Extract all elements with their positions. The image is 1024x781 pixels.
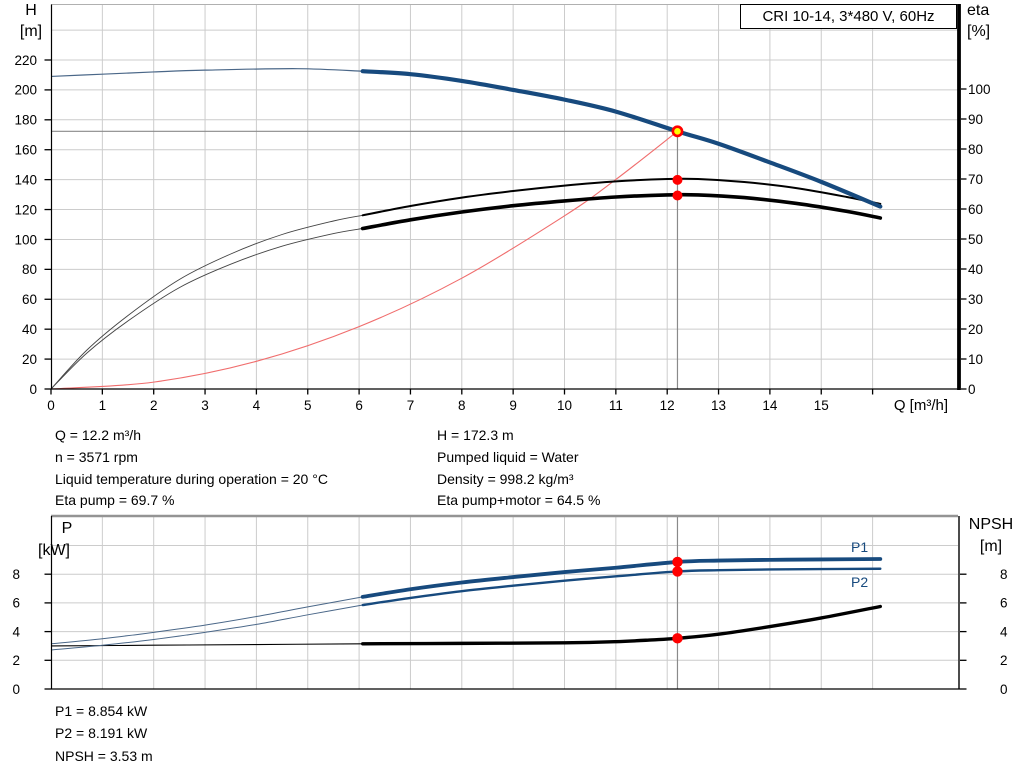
tick-label: 10: [557, 398, 572, 413]
tick-label: 20: [968, 322, 983, 337]
duty-marker-eta-pump-motor[interactable]: [672, 190, 683, 201]
eta-pump-curve-thin: [50, 214, 363, 390]
p2-curve: [361, 567, 882, 607]
tick-label: 80: [22, 262, 37, 277]
tick-label: 140: [14, 172, 37, 187]
p2-curve-thin: [50, 604, 363, 651]
tick-label: 0: [12, 682, 20, 697]
tick-label: 10: [968, 352, 983, 367]
eta-pump-motor-curve: [360, 192, 883, 231]
info-p2: P2 = 8.191 kW: [55, 725, 148, 742]
tick-label: 0: [47, 398, 55, 413]
tick-label: 6: [12, 596, 20, 611]
npsh-axis-unit: [m]: [979, 538, 1003, 555]
tick-label: 12: [660, 398, 675, 413]
tick-label: 60: [968, 202, 983, 217]
tick-label: 6: [355, 398, 363, 413]
tick-label: 4: [253, 398, 261, 413]
info-temp: Liquid temperature during operation = 20…: [55, 470, 328, 487]
tick-label: 120: [14, 202, 37, 217]
info-h: H = 172.3 m: [437, 427, 514, 443]
q-axis-label: Q [m³/h]: [893, 397, 948, 414]
info-npsh: NPSH = 3.53 m: [55, 747, 153, 764]
p-axis-name: P: [61, 520, 73, 537]
info-density: Density = 998.2 kg/m³: [437, 470, 574, 487]
tick-label: 40: [22, 322, 37, 337]
tick-label: 220: [14, 53, 37, 68]
eta-pump-curve: [361, 177, 882, 217]
pump-title-box: CRI 10-14, 3*480 V, 60Hz: [740, 4, 957, 29]
duty-marker-eta-pump[interactable]: [672, 174, 683, 185]
duty-info-left: Q = 12.2 m³/h n = 3571 rpm Liquid temper…: [55, 425, 328, 512]
tick-label: 1: [99, 398, 107, 413]
tick-label: 2: [1000, 653, 1008, 668]
info-n: n = 3571 rpm: [55, 448, 138, 465]
info-eta-pump: Eta pump = 69.7 %: [55, 492, 175, 509]
eta-pump-motor-curve-thin: [50, 228, 363, 390]
tick-label: 50: [968, 232, 983, 247]
qh-curve-thin: [50, 68, 363, 78]
duty-marker-npsh[interactable]: [672, 633, 683, 644]
info-liquid: Pumped liquid = Water: [437, 448, 579, 465]
tick-label: 70: [968, 172, 983, 187]
info-p1: P1 = 8.854 kW: [55, 703, 148, 719]
p1-curve-thin: [50, 596, 363, 645]
system-curve: [50, 130, 678, 390]
eta-axis-unit: [%]: [967, 23, 991, 40]
npsh-curve: [360, 604, 883, 646]
tick-label: 0: [29, 382, 37, 397]
tick-label: 20: [22, 352, 37, 367]
p1-curve-label: P1: [851, 539, 869, 555]
tick-label: 8: [458, 398, 466, 413]
tick-label: 3: [201, 398, 209, 413]
qh-curve: [360, 69, 883, 209]
tick-label: 8: [1000, 567, 1008, 582]
tick-label: 8: [12, 567, 20, 582]
tick-label: 0: [1000, 682, 1008, 697]
h-axis-name: H: [25, 2, 37, 19]
tick-label: 15: [814, 398, 829, 413]
p1-curve: [360, 557, 883, 599]
tick-label: 100: [968, 82, 991, 97]
tick-label: 30: [968, 292, 983, 307]
duty-marker-p2[interactable]: [672, 566, 683, 577]
tick-label: 80: [968, 142, 983, 157]
tick-label: 4: [12, 624, 20, 639]
p-axis-unit: [kW]: [38, 542, 70, 559]
tick-label: 11: [609, 398, 623, 413]
duty-marker-p1[interactable]: [672, 556, 683, 568]
duty-info-bottom: P1 = 8.854 kW P2 = 8.191 kW NPSH = 3.53 …: [55, 700, 153, 767]
tick-label: 60: [22, 292, 37, 307]
tick-label: 160: [14, 143, 37, 158]
tick-label: 180: [14, 113, 37, 128]
info-eta-pump-motor: Eta pump+motor = 64.5 %: [437, 492, 601, 509]
tick-label: 13: [711, 398, 726, 413]
p2-curve-label: P2: [851, 574, 869, 590]
info-q: Q = 12.2 m³/h: [55, 427, 141, 443]
npsh-axis-name: NPSH: [968, 516, 1014, 533]
tick-label: 0: [968, 382, 976, 397]
tick-label: 4: [1000, 624, 1008, 639]
tick-label: 7: [407, 398, 415, 413]
eta-axis-name: eta: [967, 2, 990, 19]
tick-label: 100: [14, 232, 37, 247]
h-axis-unit: [m]: [19, 23, 43, 40]
tick-label: 9: [509, 398, 517, 413]
duty-marker-qh[interactable]: [671, 125, 684, 138]
tick-label: 5: [304, 398, 312, 413]
tick-label: 40: [968, 262, 983, 277]
tick-label: 2: [150, 398, 158, 413]
tick-label: 200: [14, 83, 37, 98]
tick-label: 6: [1000, 596, 1008, 611]
duty-info-right: H = 172.3 m Pumped liquid = Water Densit…: [437, 425, 600, 512]
tick-label: 2: [12, 653, 20, 668]
tick-label: 14: [762, 398, 778, 413]
tick-label: 90: [968, 112, 983, 127]
